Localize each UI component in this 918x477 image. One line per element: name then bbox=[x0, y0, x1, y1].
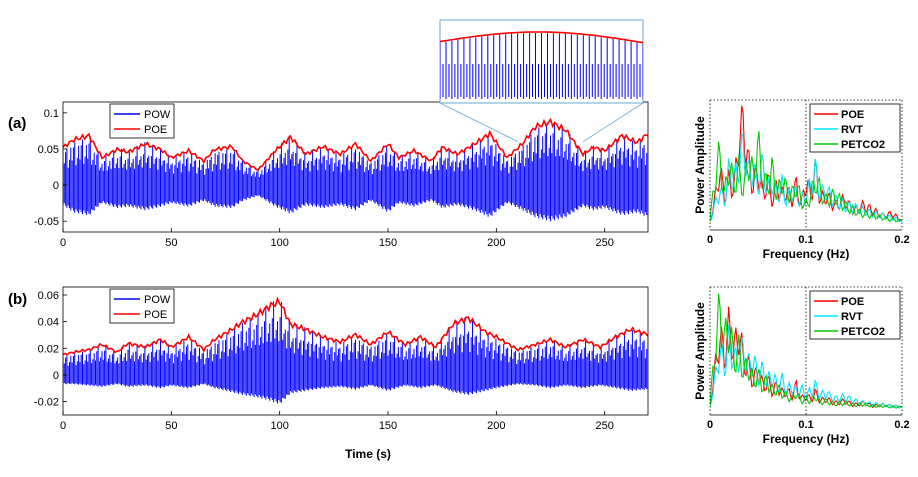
x-tick-label: 150 bbox=[379, 420, 397, 432]
pow-series bbox=[63, 301, 648, 404]
chart-b-freq: 0 0.1 0.2 Frequency (Hz) Power Amplitude POE R… bbox=[693, 286, 910, 446]
y-tick-label: -0.05 bbox=[34, 216, 59, 228]
xlabel: Frequency (Hz) bbox=[763, 432, 850, 446]
x-tick-label: 0 bbox=[707, 234, 713, 246]
x-tick-label: 250 bbox=[595, 420, 613, 432]
zoom-inset bbox=[439, 19, 644, 143]
poe-series bbox=[63, 117, 648, 172]
legend-label-petco2: PETCO2 bbox=[841, 139, 885, 151]
x-tick-label: 0.2 bbox=[894, 234, 909, 246]
x-tick-label: 0.2 bbox=[894, 419, 909, 431]
plot-area bbox=[63, 296, 648, 404]
legend-label-pow: POW bbox=[144, 109, 171, 121]
legend-label-poe: POE bbox=[144, 309, 167, 321]
axes-frame bbox=[62, 101, 649, 233]
connector-left bbox=[439, 102, 519, 143]
legend-label-poe: POE bbox=[841, 296, 864, 308]
y-tick-label: 0 bbox=[53, 370, 59, 382]
legend-label-poe: POE bbox=[841, 109, 864, 121]
series-petco2 bbox=[710, 131, 902, 223]
ylabel: Power Amplitude bbox=[693, 302, 707, 400]
inset-plot bbox=[440, 31, 643, 99]
x-tick-label: 150 bbox=[379, 237, 397, 249]
y-tick-label: -0.02 bbox=[34, 397, 59, 409]
x-tick-label: 0 bbox=[60, 237, 66, 249]
plot-area bbox=[63, 117, 648, 222]
legend-label-rvt: RVT bbox=[841, 311, 863, 323]
y-tick-label: 0.04 bbox=[38, 317, 59, 329]
x-tick-label: 0 bbox=[707, 419, 713, 431]
panel-label-a: (a) bbox=[8, 115, 26, 132]
panel-label-b: (b) bbox=[8, 291, 27, 308]
pow-series bbox=[63, 123, 648, 222]
ylabel: Power Amplitude bbox=[693, 116, 707, 214]
y-tick-label: 0.02 bbox=[38, 343, 59, 355]
legend-label-poe: POE bbox=[144, 124, 167, 136]
x-tick-label: 200 bbox=[487, 420, 505, 432]
inset-pow bbox=[440, 33, 643, 99]
y-tick-label: 0.05 bbox=[38, 144, 59, 156]
x-tick-label: 250 bbox=[595, 237, 613, 249]
series-rvt bbox=[710, 324, 902, 409]
x-tick-label: 200 bbox=[487, 237, 505, 249]
chart-a-freq: 0 0.1 0.2 Frequency (Hz) Power Amplitude POE R… bbox=[693, 99, 910, 261]
legend-box bbox=[109, 288, 175, 324]
x-tick-label: 0.1 bbox=[798, 419, 813, 431]
legend-label-rvt: RVT bbox=[841, 124, 863, 136]
time-xlabel: Time (s) bbox=[345, 447, 391, 461]
x-tick-label: 50 bbox=[165, 237, 177, 249]
y-tick-label: 0 bbox=[53, 180, 59, 192]
x-tick-label: 50 bbox=[165, 420, 177, 432]
series-poe bbox=[710, 105, 902, 222]
y-tick-label: 0.1 bbox=[44, 108, 59, 120]
x-tick-label: 0.1 bbox=[798, 234, 813, 246]
connector-right bbox=[582, 102, 644, 143]
x-tick-label: 100 bbox=[270, 237, 288, 249]
poe-series bbox=[63, 296, 648, 356]
legend-label-petco2: PETCO2 bbox=[841, 326, 885, 338]
xlabel: Frequency (Hz) bbox=[763, 247, 850, 261]
legend-label-pow: POW bbox=[144, 294, 171, 306]
inset-poe bbox=[440, 31, 643, 44]
x-tick-label: 100 bbox=[270, 420, 288, 432]
x-tick-label: 0 bbox=[60, 420, 66, 432]
y-tick-label: 0.06 bbox=[38, 290, 59, 302]
legend-box bbox=[109, 103, 175, 139]
axes-frame bbox=[62, 286, 649, 416]
